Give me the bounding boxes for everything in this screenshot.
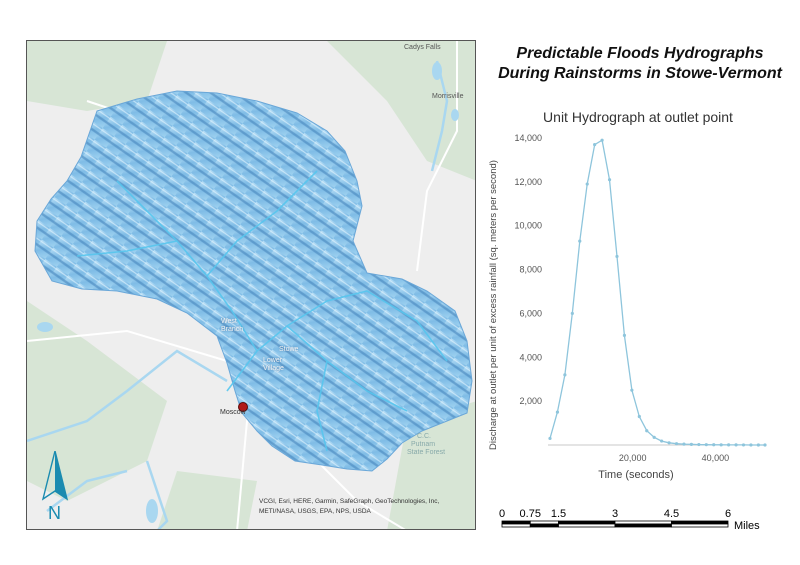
- place-label-moscow: Moscow: [220, 409, 246, 416]
- y-tick-label: 8,000: [519, 265, 542, 275]
- hydrograph-chart[interactable]: Unit Hydrograph at outlet point Discharg…: [480, 100, 790, 490]
- place-label-state-forest-name: State Forest: [407, 449, 446, 456]
- data-point: [637, 414, 641, 419]
- x-tick-labels: 20,000 40,000: [619, 453, 729, 463]
- data-point: [689, 442, 694, 446]
- place-label-cc: C.C.: [417, 433, 431, 440]
- chart-title: Unit Hydrograph at outlet point: [543, 109, 733, 125]
- map-frame[interactable]: Cadys Falls Morrisville West Branch Stow…: [26, 40, 476, 530]
- data-point: [607, 178, 612, 182]
- data-point: [712, 443, 716, 447]
- data-point: [585, 182, 589, 186]
- place-label-branch: Branch: [221, 326, 244, 333]
- place-label-village: Village: [263, 365, 284, 372]
- place-label-cadys-falls: Cadys Falls: [404, 44, 441, 51]
- attribution-line-2: METI/NASA, USGS, EPA, NPS, USDA: [259, 508, 371, 515]
- data-point: [622, 333, 627, 337]
- scale-bar-labels: 0 0.75 1.5 3 4.5 6: [499, 508, 731, 520]
- data-point: [555, 410, 560, 414]
- data-point: [652, 435, 656, 439]
- scale-bar: 0 0.75 1.5 3 4.5 6 Miles: [499, 508, 760, 532]
- place-label-state-forest: C.C. Putnam State Forest: [407, 433, 445, 457]
- layout-title: Predictable Floods Hydrographs During Ra…: [480, 44, 800, 84]
- data-point: [593, 142, 597, 147]
- scale-bar-segment: [614, 523, 672, 528]
- place-label-west-branch: West Branch: [221, 318, 243, 334]
- scale-bar-segment: [558, 520, 616, 525]
- attribution-line-1: VCGI, Esri, HERE, Garmin, SafeGraph, Geo…: [259, 498, 440, 505]
- scale-bar-segment: [558, 523, 616, 528]
- x-tick-label: 40,000: [702, 453, 730, 463]
- scale-bar-label: 3: [612, 508, 618, 520]
- scale-bar-label: 4.5: [664, 508, 679, 520]
- chart-x-axis-label: Time (seconds): [598, 469, 673, 481]
- place-label-lower: Lower: [263, 357, 283, 364]
- data-point: [682, 442, 686, 446]
- north-arrow: N: [35, 451, 75, 523]
- data-point: [734, 443, 738, 447]
- scale-bar-segment: [501, 523, 531, 528]
- data-point: [645, 429, 649, 433]
- chart-y-axis-label: Discharge at outlet per unit of excess r…: [488, 160, 499, 450]
- scale-bar-label: 0.75: [520, 508, 541, 520]
- scale-bar-unit: Miles: [734, 520, 760, 532]
- scale-bar-segments: [501, 520, 729, 528]
- data-point: [563, 373, 567, 377]
- data-point: [630, 388, 634, 392]
- lakes: [37, 62, 459, 523]
- x-tick-label: 20,000: [619, 453, 647, 463]
- scale-bar-label: 0: [499, 508, 505, 520]
- data-point: [763, 443, 767, 447]
- data-point: [578, 239, 582, 243]
- place-label-putnam: Putnam: [411, 441, 436, 448]
- y-tick-label: 2,000: [519, 396, 542, 406]
- data-point: [660, 439, 664, 443]
- hydrograph-series-points: [548, 138, 767, 447]
- data-point: [749, 443, 753, 447]
- y-tick-label: 12,000: [514, 177, 542, 187]
- y-tick-label: 10,000: [514, 221, 542, 231]
- hydrograph-series-line: [549, 139, 765, 446]
- scale-bar-segment: [529, 520, 559, 525]
- water-features: [27, 60, 449, 529]
- y-tick-label: 6,000: [519, 308, 542, 318]
- data-point: [704, 443, 708, 447]
- data-point: [719, 443, 723, 447]
- data-point: [667, 441, 671, 445]
- scale-bar-segment: [501, 520, 531, 525]
- scale-bar-segment: [614, 520, 672, 525]
- north-arrow-icon: N: [41, 451, 69, 523]
- north-label: N: [48, 503, 61, 523]
- data-point: [600, 138, 604, 142]
- watershed-polygon[interactable]: [34, 90, 473, 472]
- scale-bar-segment: [671, 520, 729, 525]
- place-label-west: West: [221, 318, 237, 325]
- scale-bar-label: 6: [725, 508, 731, 520]
- place-label-stowe: Stowe: [279, 346, 299, 353]
- place-label-stowe-lower-village: Lower Village: [263, 357, 284, 373]
- data-point: [756, 443, 760, 447]
- scale-bar-segment: [529, 523, 559, 528]
- data-point: [615, 254, 619, 259]
- y-tick-label: 4,000: [519, 352, 542, 362]
- data-point: [570, 311, 574, 316]
- scale-bar-label: 1.5: [551, 508, 566, 520]
- place-label-morrisville: Morrisville: [432, 93, 464, 100]
- data-point: [741, 443, 746, 447]
- data-point: [727, 443, 731, 447]
- y-tick-labels: 2,000 4,000 6,000 8,000 10,000 12,000 14,000: [514, 133, 542, 406]
- title-line-2: During Rainstorms in Stowe-Vermont: [498, 65, 782, 82]
- y-tick-label: 14,000: [514, 133, 542, 143]
- basemap: [27, 41, 475, 529]
- data-point: [697, 442, 701, 447]
- scale-bar-segment: [671, 523, 729, 528]
- data-point: [548, 436, 552, 441]
- map-attribution: VCGI, Esri, HERE, Garmin, SafeGraph, Geo…: [259, 497, 473, 517]
- title-line-1: Predictable Floods Hydrographs: [516, 45, 764, 62]
- stream-network: [76, 170, 448, 452]
- outlet-point[interactable]: [238, 402, 248, 412]
- data-point: [674, 442, 679, 446]
